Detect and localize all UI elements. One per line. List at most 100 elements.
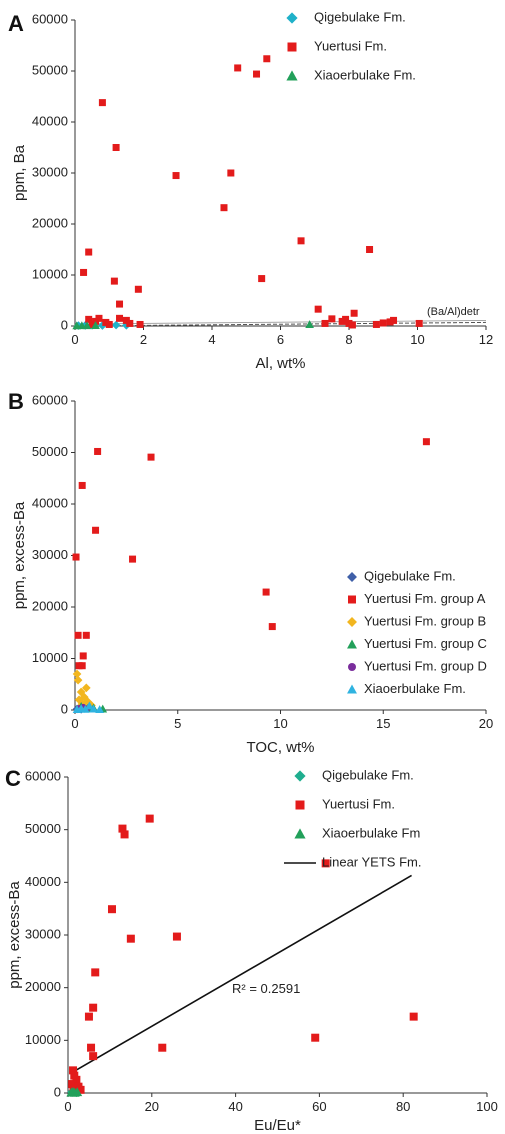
data-point bbox=[94, 447, 102, 455]
legend-symbol bbox=[295, 800, 305, 810]
data-point bbox=[88, 320, 96, 328]
legend-symbol bbox=[286, 12, 298, 24]
data-point bbox=[262, 588, 270, 596]
y-tick-label: 30000 bbox=[32, 547, 68, 562]
data-point bbox=[112, 144, 120, 151]
data-point bbox=[70, 1071, 79, 1080]
y-tick-label: 10000 bbox=[32, 650, 68, 665]
data-point bbox=[72, 1075, 81, 1084]
data-point bbox=[136, 320, 144, 328]
data-point bbox=[321, 319, 329, 327]
panel-letter: C bbox=[5, 766, 21, 791]
data-point bbox=[118, 824, 127, 833]
data-point bbox=[116, 314, 124, 322]
data-point bbox=[158, 1043, 167, 1052]
data-point bbox=[91, 968, 100, 977]
data-point bbox=[69, 1066, 78, 1075]
x-tick-label: 20 bbox=[479, 716, 493, 731]
trendline bbox=[71, 874, 412, 1074]
data-point bbox=[98, 99, 106, 107]
y-tick-label: 20000 bbox=[32, 598, 68, 613]
data-point bbox=[85, 701, 94, 710]
y-tick-label: 30000 bbox=[32, 164, 68, 179]
y-tick-label: 10000 bbox=[25, 1032, 61, 1047]
data-point bbox=[120, 830, 129, 839]
data-point bbox=[87, 1043, 96, 1052]
panel-a: A 0 10000 20000 30000 40000 50000 60000 0 2 4 6 8 10 1… bbox=[8, 9, 493, 372]
legend-symbol bbox=[287, 42, 297, 52]
data-point bbox=[297, 237, 305, 245]
data-point bbox=[80, 704, 90, 713]
data-point bbox=[422, 438, 430, 446]
x-tick-label: 15 bbox=[376, 716, 390, 731]
legend-symbol bbox=[348, 595, 356, 604]
data-point bbox=[253, 70, 261, 78]
legend-symbol bbox=[294, 828, 306, 839]
legend-label: Xiaoerbulake Fm. bbox=[364, 681, 466, 696]
data-point bbox=[92, 526, 100, 534]
data-point bbox=[95, 705, 104, 713]
legend-label: Yuertusi Fm. bbox=[314, 38, 387, 53]
data-point bbox=[321, 859, 330, 868]
x-tick-label: 100 bbox=[476, 1099, 498, 1114]
legend-label: Yuertusi Fm. group C bbox=[364, 636, 487, 651]
y-tick-label: 40000 bbox=[25, 874, 61, 889]
y-tick-label: 30000 bbox=[25, 926, 61, 941]
legend-symbol bbox=[347, 617, 357, 627]
data-point bbox=[116, 300, 124, 308]
legend-label: Qigebulake Fm. bbox=[364, 568, 456, 583]
panel-letter: B bbox=[8, 389, 24, 414]
y-tick-label: 40000 bbox=[32, 495, 68, 510]
legend-label: Yuertusi Fm. bbox=[322, 796, 395, 811]
x-tick-label: 4 bbox=[208, 332, 215, 347]
data-point bbox=[126, 934, 135, 943]
x-tick-label: 10 bbox=[273, 716, 287, 731]
y-tick-label: 60000 bbox=[32, 392, 68, 407]
x-axis-label: Al, wt% bbox=[255, 355, 305, 372]
annotation-ba-al: (Ba/Al)detr bbox=[427, 306, 480, 318]
data-point bbox=[74, 631, 82, 639]
y-axis-label: ppm, excess-Ba bbox=[6, 881, 23, 989]
legend-label: Yuertusi Fm. group B bbox=[364, 613, 486, 628]
annotation-r2: R² = 0.2591 bbox=[232, 981, 300, 996]
data-point bbox=[72, 553, 80, 561]
y-axis-label: ppm, Ba bbox=[11, 144, 28, 201]
data-point bbox=[110, 277, 118, 285]
data-point bbox=[79, 692, 89, 702]
x-tick-label: 0 bbox=[71, 716, 78, 731]
data-point bbox=[328, 315, 336, 323]
x-tick-label: 40 bbox=[228, 1099, 242, 1114]
data-point bbox=[227, 169, 235, 177]
data-point bbox=[85, 248, 93, 256]
data-point bbox=[311, 1033, 320, 1042]
data-point bbox=[129, 555, 137, 563]
data-point bbox=[78, 662, 86, 670]
data-point bbox=[145, 814, 154, 823]
legend-label: Xiaoerbulake Fm bbox=[322, 825, 420, 840]
y-tick-label: 50000 bbox=[32, 444, 68, 459]
x-tick-label: 10 bbox=[410, 332, 424, 347]
data-point bbox=[73, 675, 83, 685]
data-point bbox=[85, 315, 93, 323]
data-point bbox=[342, 315, 350, 323]
y-tick-label: 60000 bbox=[32, 11, 68, 26]
data-point bbox=[107, 905, 116, 914]
y-tick-label: 20000 bbox=[25, 979, 61, 994]
legend-label: Qigebulake Fm. bbox=[322, 767, 414, 782]
x-tick-label: 0 bbox=[71, 332, 78, 347]
data-point bbox=[79, 652, 87, 660]
data-point bbox=[234, 64, 242, 72]
y-tick-label: 0 bbox=[54, 1084, 61, 1099]
data-point bbox=[89, 1052, 98, 1061]
y-tick-label: 50000 bbox=[32, 62, 68, 77]
data-point bbox=[82, 631, 90, 639]
panel-b: B 0 10000 20000 30000 40000 50000 60000 0 5 10 15 20… bbox=[8, 389, 493, 756]
y-tick-label: 10000 bbox=[32, 266, 68, 281]
data-point bbox=[84, 1012, 93, 1021]
legend-label: Qigebulake Fm. bbox=[314, 9, 406, 24]
data-point bbox=[95, 314, 103, 322]
data-point bbox=[314, 305, 322, 313]
data-point bbox=[134, 285, 142, 293]
data-point bbox=[126, 319, 134, 327]
x-tick-label: 80 bbox=[396, 1099, 410, 1114]
